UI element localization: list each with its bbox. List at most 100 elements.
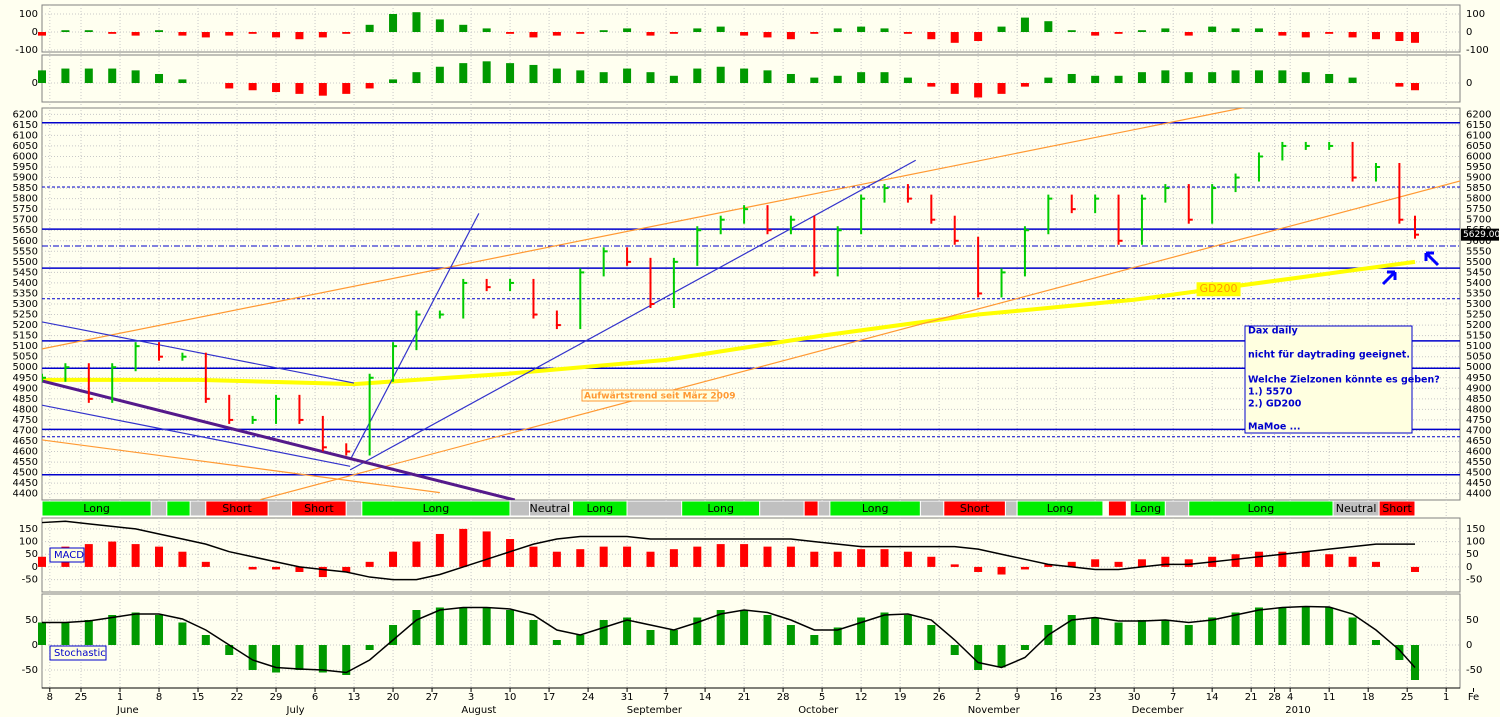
y-tick-label-right: 6050 xyxy=(1466,141,1491,152)
macd-bar xyxy=(1184,559,1193,567)
gd200-label-box xyxy=(1196,282,1241,297)
osc1-bar xyxy=(903,32,912,34)
macd-bar xyxy=(1371,561,1380,567)
signal-segment xyxy=(509,500,531,517)
osc1-bar xyxy=(997,26,1006,33)
y-tick-label: 5400 xyxy=(13,278,38,289)
stochastic-bar xyxy=(38,622,46,645)
osc1-bar xyxy=(1395,32,1404,42)
osc2-bar xyxy=(950,83,959,94)
y-tick-label: 4550 xyxy=(13,457,38,468)
macd-bar xyxy=(669,549,678,567)
stochastic-bar xyxy=(248,645,257,670)
y-tick-label: 150 xyxy=(19,524,38,535)
osc1-bar xyxy=(248,32,257,34)
y-tick-label: 0 xyxy=(32,27,38,38)
y-tick-label: 5500 xyxy=(13,257,38,268)
macd-bar xyxy=(740,544,749,567)
y-tick-label: 4400 xyxy=(13,489,38,500)
stochastic-bar xyxy=(1161,620,1170,645)
y-tick-label: 5000 xyxy=(13,362,38,373)
y-tick-label-right: 50 xyxy=(1466,549,1479,560)
macd-bar xyxy=(880,549,889,567)
trendline xyxy=(260,180,1460,500)
osc2-bar xyxy=(1348,77,1357,84)
macd-bar xyxy=(903,551,912,567)
osc1-bar xyxy=(1184,32,1193,36)
osc1-bar xyxy=(857,26,866,33)
x-tick-label: 18 xyxy=(1362,692,1375,703)
signal-label: Short xyxy=(304,502,334,515)
osc1-bar xyxy=(131,32,140,36)
y-tick-label-right: 5550 xyxy=(1466,246,1491,257)
y-tick-label: 5050 xyxy=(13,352,38,363)
stochastic-bar xyxy=(318,645,327,673)
y-tick-label-right: 6200 xyxy=(1466,109,1491,120)
y-tick-label-right: 4400 xyxy=(1466,489,1491,500)
signal-label: Long xyxy=(1047,502,1074,515)
macd-bar xyxy=(833,551,842,567)
trendline xyxy=(42,108,1246,350)
stochastic-bar xyxy=(599,620,608,645)
osc2-bar xyxy=(903,77,912,84)
note-line: 1.) 5570 xyxy=(1248,387,1293,398)
x-tick-label: 4 xyxy=(1287,692,1293,703)
stochastic-bar xyxy=(763,615,772,645)
arrow xyxy=(1424,251,1440,267)
stochastic-bar xyxy=(365,645,374,650)
stochastic-bar xyxy=(482,607,491,645)
y-tick-label: 4600 xyxy=(13,447,38,458)
stochastic-bar xyxy=(342,645,351,675)
macd-bar xyxy=(927,556,936,567)
y-tick-label-right: 4950 xyxy=(1466,373,1491,384)
osc1-bar xyxy=(1020,17,1029,33)
macd-bar xyxy=(997,566,1006,575)
trendline xyxy=(349,213,480,461)
stochastic-bar xyxy=(1020,645,1029,650)
osc2-bar xyxy=(646,72,655,84)
osc1-bar xyxy=(412,12,421,33)
y-tick-label-right: 5350 xyxy=(1466,288,1491,299)
osc2-bar xyxy=(693,68,702,84)
osc2-bar xyxy=(1231,70,1240,84)
stochastic-bar xyxy=(1348,617,1357,645)
y-tick-label-right: 50 xyxy=(1466,615,1479,626)
macd-bar xyxy=(1325,554,1334,567)
osc1-bar xyxy=(1161,28,1170,33)
osc2-bar xyxy=(155,73,164,84)
y-tick-label-right: 5750 xyxy=(1466,204,1491,215)
osc2-bar xyxy=(1137,72,1146,84)
macd-bar xyxy=(599,546,608,567)
y-tick-label: 5800 xyxy=(13,194,38,205)
signal-label: Long xyxy=(586,502,613,515)
y-tick-label-right: 0 xyxy=(1466,27,1472,38)
stochastic-bar xyxy=(786,625,795,645)
osc2-bar xyxy=(1067,73,1076,84)
macd-bar xyxy=(1020,566,1029,570)
osc1-bar xyxy=(529,32,538,38)
y-tick-label-right: 0 xyxy=(1466,640,1472,651)
osc2-bar xyxy=(810,77,819,84)
macd-bar xyxy=(716,544,725,567)
y-tick-label-right: 5600 xyxy=(1466,236,1491,247)
macd-bar xyxy=(482,531,491,567)
y-tick-label: 5550 xyxy=(13,246,38,257)
osc1-bar xyxy=(38,32,46,36)
signal-segment xyxy=(1107,500,1127,517)
trendline xyxy=(42,379,516,500)
y-tick-label: 5150 xyxy=(13,331,38,342)
y-tick-label: 100 xyxy=(19,537,38,548)
macd-label: MACD xyxy=(54,550,84,561)
note-line: nicht für daytrading geeignet. xyxy=(1248,350,1410,361)
y-tick-label-right: 5300 xyxy=(1466,299,1491,310)
x-tick-label: 29 xyxy=(270,692,283,703)
y-tick-label: 50 xyxy=(25,549,38,560)
y-tick-label-right: 5850 xyxy=(1466,183,1491,194)
macd-bar xyxy=(412,541,421,567)
stochastic-bar xyxy=(669,630,678,645)
stochastic-bar xyxy=(84,620,93,645)
osc1-bar xyxy=(365,24,374,33)
stochastic-bar xyxy=(1278,607,1287,645)
osc1-bar xyxy=(1231,28,1240,33)
stochastic-bar xyxy=(108,615,117,645)
